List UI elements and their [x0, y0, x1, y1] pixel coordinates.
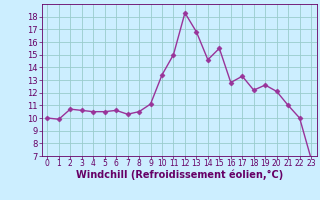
- X-axis label: Windchill (Refroidissement éolien,°C): Windchill (Refroidissement éolien,°C): [76, 169, 283, 180]
